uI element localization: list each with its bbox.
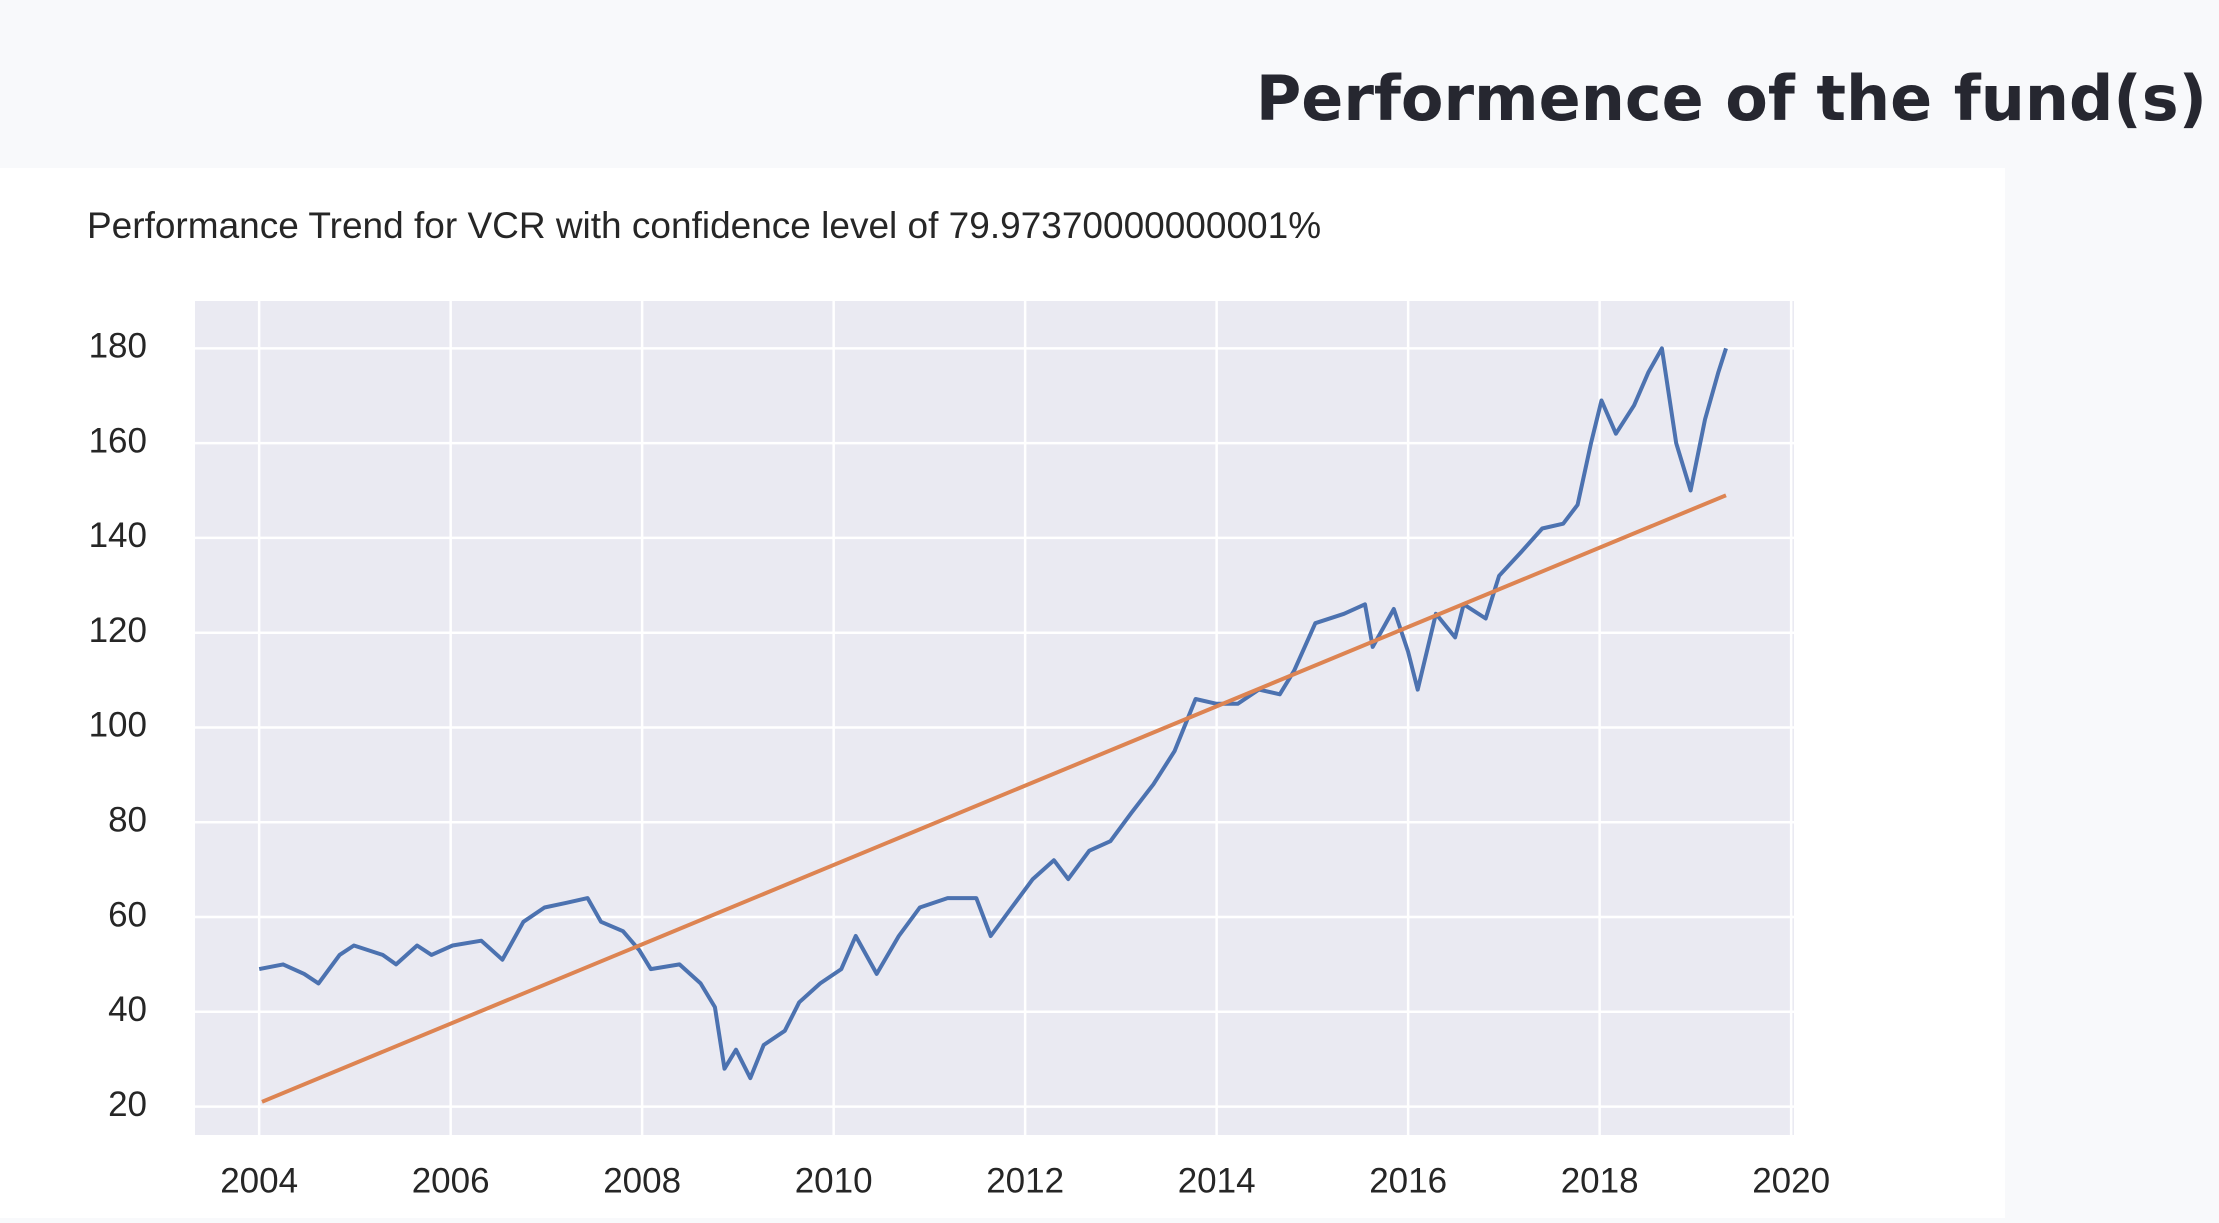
- x-tick-label: 2018: [1561, 1161, 1639, 1200]
- chart-card: Performance Trend for VCR with confidenc…: [0, 168, 2005, 1218]
- data-line: [261, 493, 1727, 1104]
- x-tick-label: 2006: [412, 1161, 490, 1200]
- data-line: [258, 346, 1728, 1081]
- x-tick-label: 2008: [603, 1161, 681, 1200]
- x-tick-label: 2020: [1752, 1161, 1830, 1200]
- y-tick-label: 60: [108, 895, 147, 934]
- page-title: Performence of the fund(s): [1255, 62, 2207, 135]
- chart: Performance Trend for VCR with confidenc…: [87, 205, 1830, 1200]
- x-tick-label: 2016: [1369, 1161, 1447, 1200]
- y-tick-label: 160: [89, 421, 147, 460]
- y-tick-label: 120: [89, 611, 147, 650]
- y-tick-label: 20: [108, 1085, 147, 1124]
- y-tick-label: 80: [108, 801, 147, 840]
- x-tick-label: 2012: [986, 1161, 1064, 1200]
- x-tick-label: 2014: [1178, 1161, 1256, 1200]
- y-tick-label: 40: [108, 990, 147, 1029]
- x-tick-label: 2004: [220, 1161, 298, 1200]
- y-tick-label: 180: [89, 327, 147, 366]
- chart-title: Performance Trend for VCR with confidenc…: [87, 205, 1321, 246]
- y-tick-label: 100: [89, 706, 147, 745]
- x-tick-label: 2010: [795, 1161, 873, 1200]
- y-tick-label: 140: [89, 516, 147, 555]
- plot-area: [195, 301, 1794, 1135]
